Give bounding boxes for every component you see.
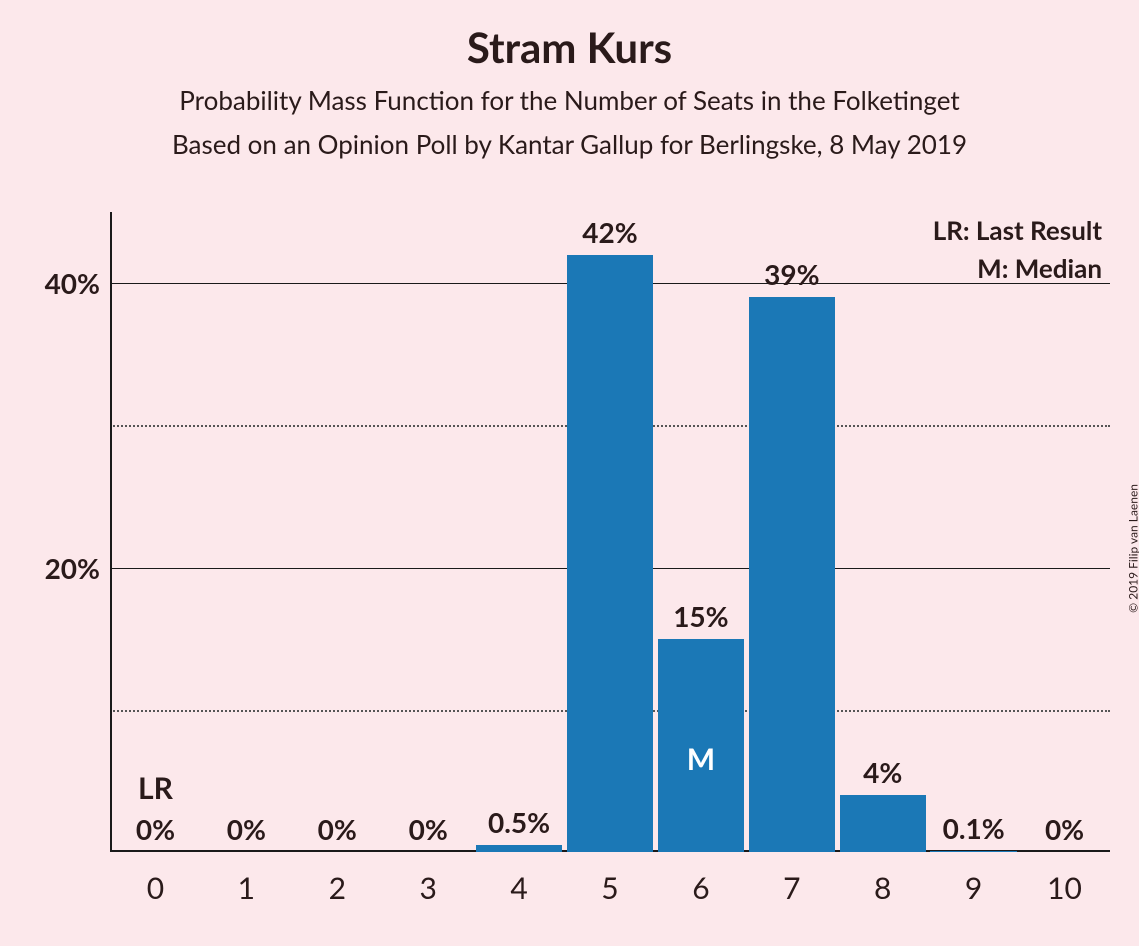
x-tick-label: 2 <box>329 870 346 906</box>
bar-value-label: 4% <box>863 755 902 789</box>
bar-slot: 0%2 <box>292 212 383 852</box>
x-tick-label: 10 <box>1047 870 1082 906</box>
bars-group: 0%LR00%10%20%30.5%442%515%M639%74%80.1%9… <box>110 212 1110 852</box>
median-marker: M <box>687 741 715 777</box>
plot-area: LR: Last Result M: Median 20%40%0%LR00%1… <box>110 212 1110 852</box>
bar <box>930 851 1016 852</box>
chart-container: LR: Last Result M: Median 20%40%0%LR00%1… <box>60 212 1110 912</box>
bar-slot: 42%5 <box>565 212 656 852</box>
bar-slot: 0%LR0 <box>110 212 201 852</box>
x-tick-label: 5 <box>601 870 618 906</box>
bar-slot: 0%10 <box>1019 212 1110 852</box>
x-tick-label: 1 <box>238 870 255 906</box>
y-tick-label: 20% <box>45 551 100 585</box>
bar <box>840 795 926 852</box>
lr-marker: LR <box>138 770 173 806</box>
chart-subtitle-2: Based on an Opinion Poll by Kantar Gallu… <box>0 128 1139 160</box>
bar-value-label: 0.1% <box>943 811 1005 845</box>
bar <box>476 845 562 852</box>
bar-value-label: 0% <box>409 812 448 846</box>
bar-value-label: 0.5% <box>488 805 550 839</box>
bar-value-label: 15% <box>673 599 728 633</box>
x-tick-label: 8 <box>874 870 891 906</box>
x-tick-label: 4 <box>510 870 527 906</box>
x-tick-label: 9 <box>965 870 982 906</box>
bar-slot: 15%M6 <box>655 212 746 852</box>
bar-slot: 0.5%4 <box>474 212 565 852</box>
bar-slot: 0.1%9 <box>928 212 1019 852</box>
y-tick-label: 40% <box>45 266 100 300</box>
copyright-text: © 2019 Filip van Laenen <box>1126 484 1139 613</box>
bar-value-label: 0% <box>227 812 266 846</box>
bar-slot: 0%1 <box>201 212 292 852</box>
bar-value-label: 0% <box>1045 812 1084 846</box>
x-tick-label: 3 <box>419 870 436 906</box>
bar-value-label: 0% <box>136 812 175 846</box>
x-tick-label: 7 <box>783 870 800 906</box>
bar <box>749 297 835 852</box>
bar <box>567 255 653 852</box>
chart-title: Stram Kurs <box>0 22 1139 72</box>
chart-subtitle-1: Probability Mass Function for the Number… <box>0 84 1139 116</box>
bar-value-label: 0% <box>318 812 357 846</box>
bar-value-label: 39% <box>764 257 819 291</box>
bar-value-label: 42% <box>582 215 637 249</box>
x-tick-label: 6 <box>692 870 709 906</box>
bar-slot: 39%7 <box>746 212 837 852</box>
bar-slot: 4%8 <box>837 212 928 852</box>
x-tick-label: 0 <box>147 870 164 906</box>
bar-slot: 0%3 <box>383 212 474 852</box>
